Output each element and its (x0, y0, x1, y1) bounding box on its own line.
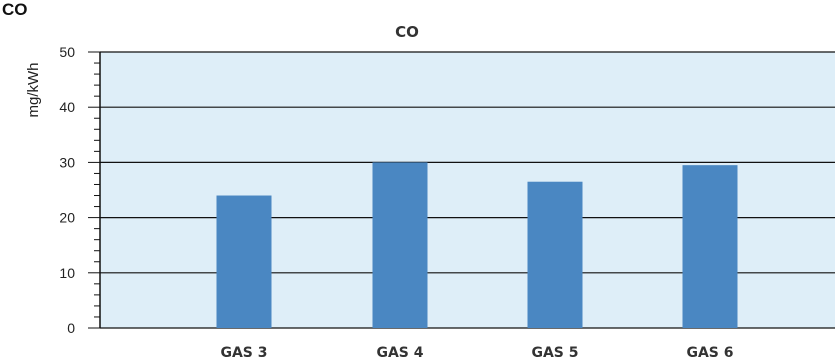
page-heading: CO (2, 0, 28, 19)
y-tick-label: 10 (59, 265, 75, 281)
chart-title: CO (395, 23, 419, 41)
x-tick-labels: GAS 3 GAS 4 GAS 5 GAS 6 (220, 345, 733, 359)
y-tick-label: 20 (59, 210, 75, 226)
x-tick-label: GAS 4 (376, 345, 423, 359)
y-axis (88, 51, 101, 329)
x-tick-label: GAS 5 (531, 345, 578, 359)
x-tick-label: GAS 3 (220, 345, 267, 359)
y-tick-labels: 0 10 20 30 40 50 (59, 44, 75, 336)
bar-gas-6 (682, 165, 738, 328)
x-tick-label: GAS 6 (686, 345, 733, 359)
bar-gas-4 (372, 162, 428, 328)
y-tick-label: 0 (67, 320, 75, 336)
bars (216, 162, 738, 328)
y-tick-label: 40 (59, 99, 75, 115)
y-tick-label: 30 (59, 154, 75, 170)
bar-gas-5 (527, 181, 583, 328)
bar-gas-3 (216, 195, 272, 328)
y-axis-title: mg/kWh (25, 62, 42, 117)
y-tick-label: 50 (59, 44, 75, 60)
